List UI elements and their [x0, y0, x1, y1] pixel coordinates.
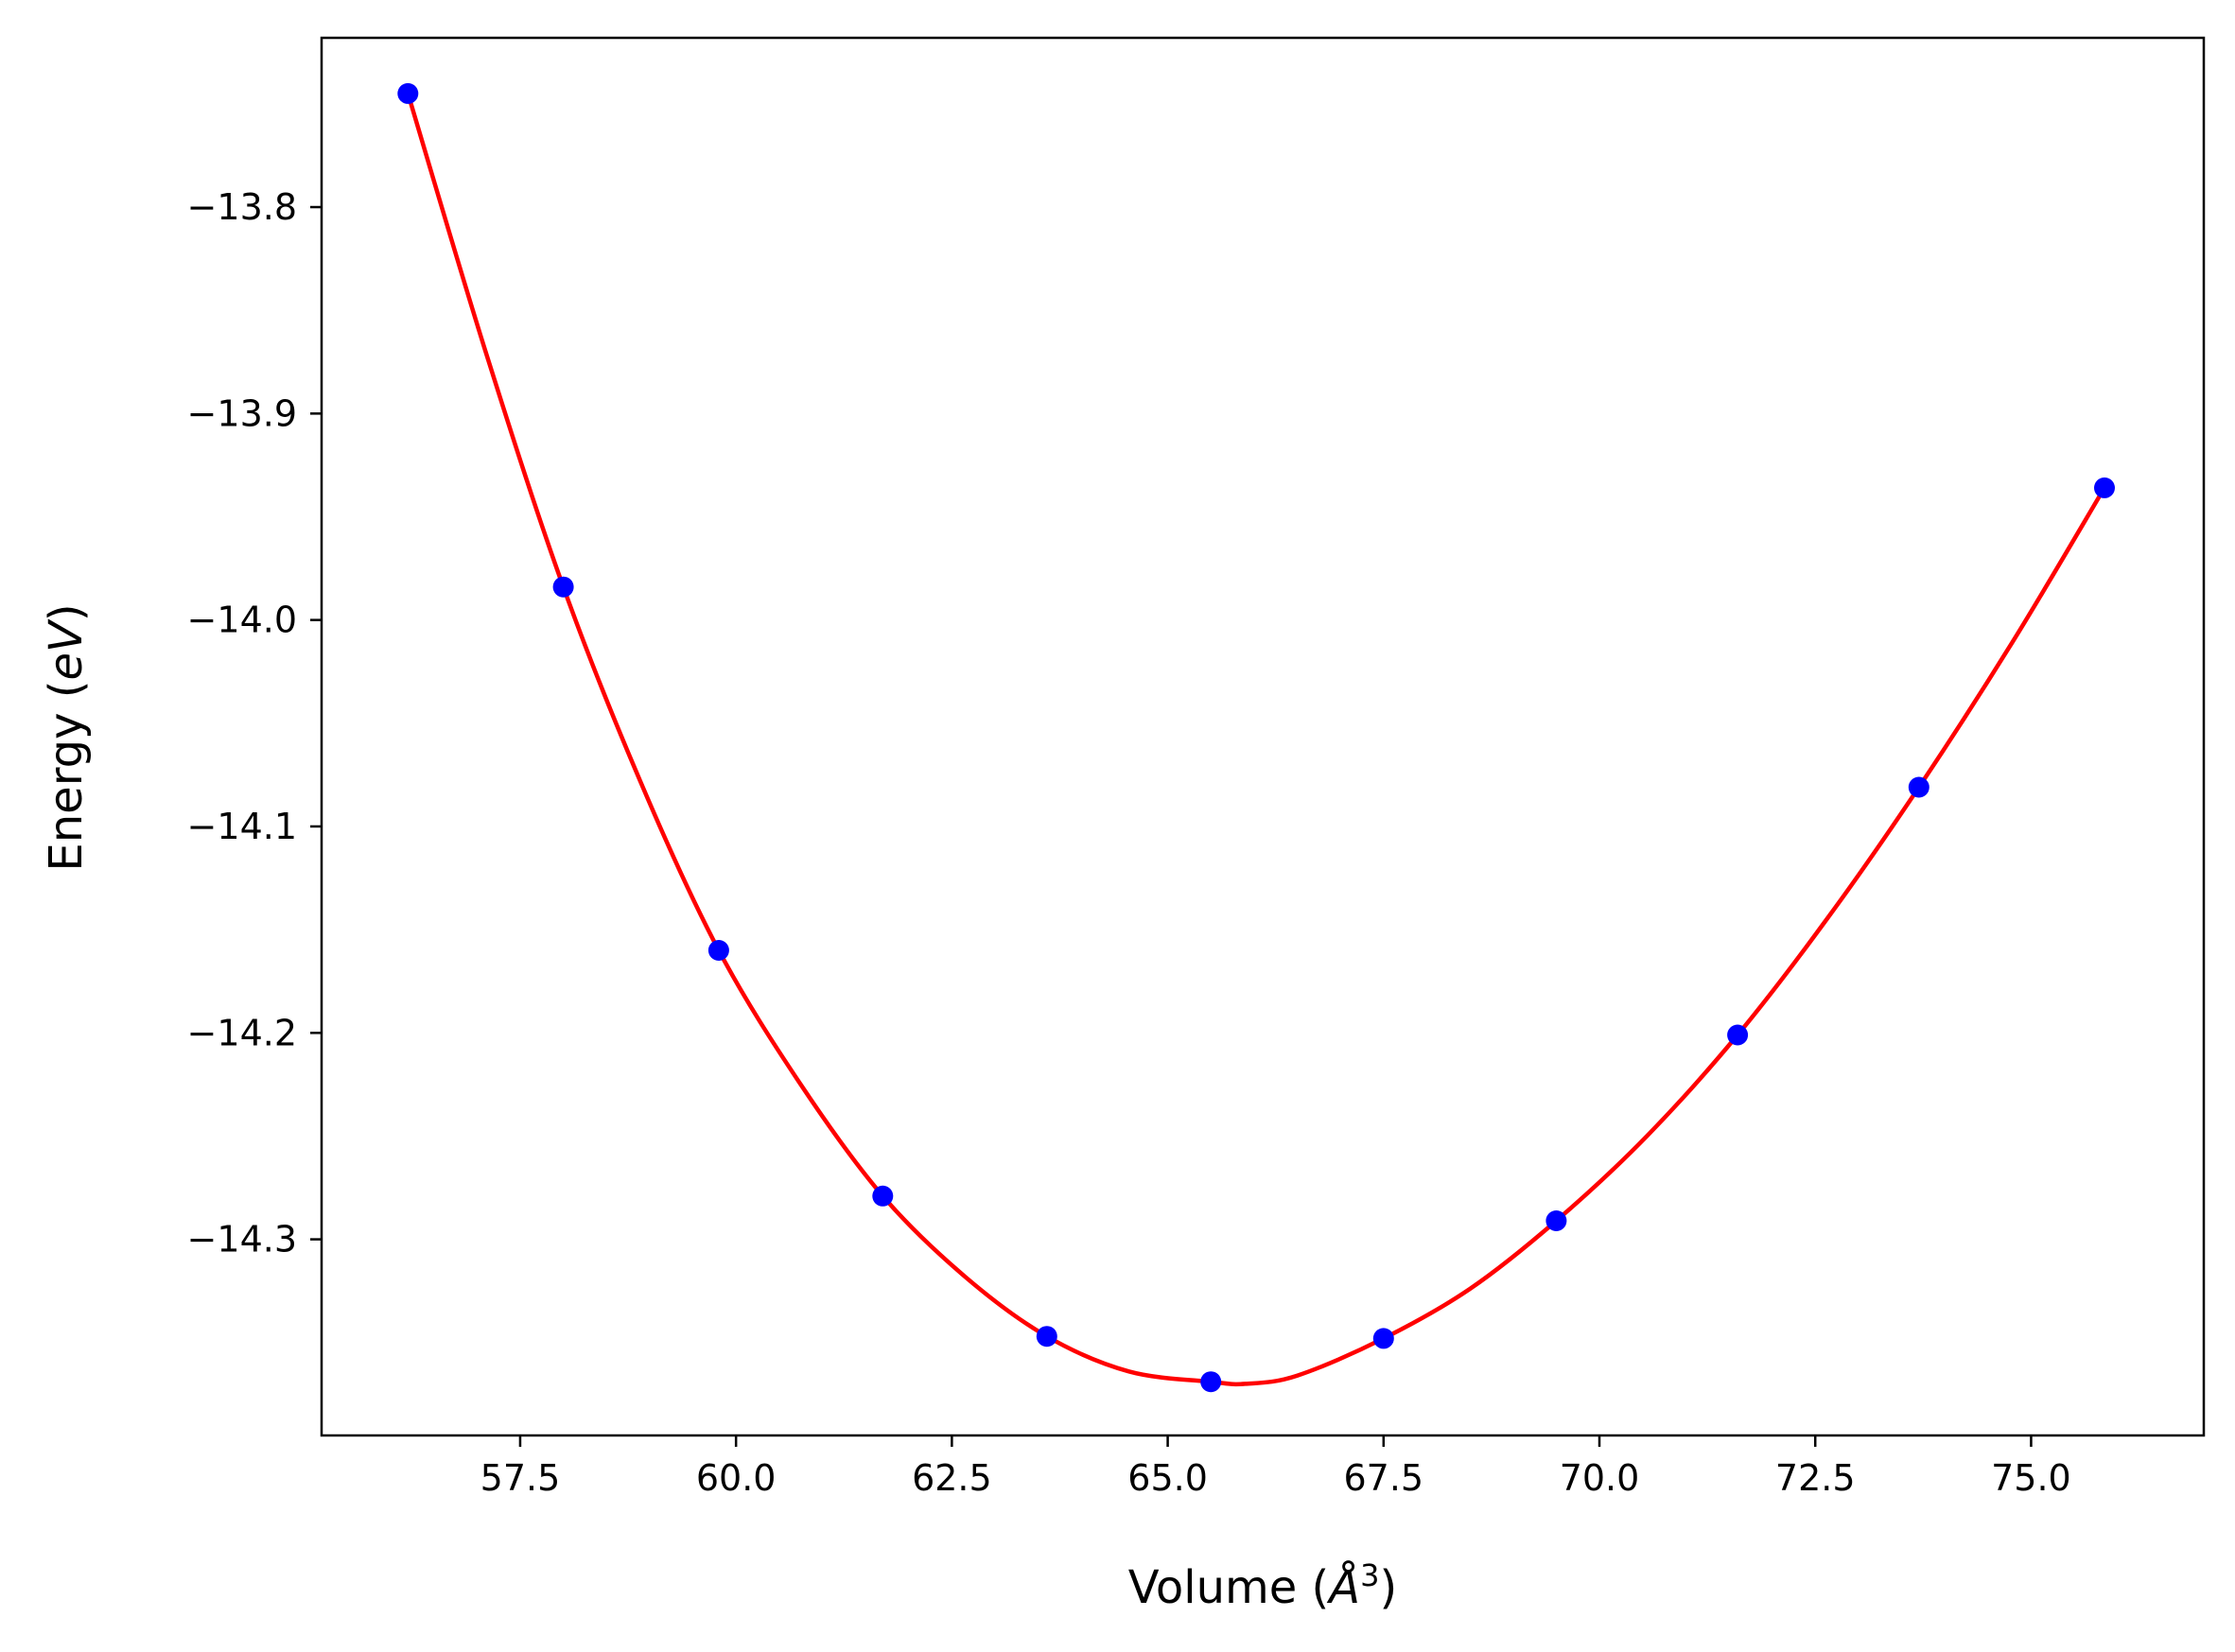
data-point — [1200, 1371, 1222, 1393]
data-point — [2094, 477, 2115, 498]
y-tick-label: −13.8 — [187, 186, 297, 228]
x-tick-label: 60.0 — [696, 1457, 777, 1499]
x-tick-label: 62.5 — [912, 1457, 992, 1499]
data-point — [1908, 776, 1929, 798]
y-axis-label-close: ) — [40, 603, 93, 621]
y-tick-label: −14.2 — [187, 1012, 297, 1053]
data-point — [1372, 1328, 1394, 1349]
y-axis-ticks: −13.8 −13.9 −14.0 −14.1 −14.2 −14.3 — [187, 186, 322, 1261]
x-tick-label: 72.5 — [1775, 1457, 1856, 1499]
y-tick-label: −14.0 — [187, 600, 297, 641]
x-tick-label: 65.0 — [1127, 1457, 1208, 1499]
y-tick-label: −13.9 — [187, 392, 297, 434]
plot-area — [397, 82, 2115, 1393]
x-axis-label-close: ) — [1379, 1561, 1397, 1614]
x-axis-label-unit: Å — [1326, 1560, 1360, 1614]
x-axis-label-text: Volume ( — [1128, 1561, 1330, 1614]
y-axis-label-unit: eV — [40, 618, 93, 681]
x-tick-label: 75.0 — [1991, 1457, 2071, 1499]
data-point — [1727, 1024, 1749, 1046]
data-point — [397, 82, 419, 104]
data-point — [872, 1185, 894, 1207]
data-point — [552, 576, 574, 598]
y-axis-label: Energy (eV) — [40, 603, 93, 871]
y-tick-label: −14.1 — [187, 806, 297, 847]
data-point — [1036, 1326, 1057, 1348]
x-axis-ticks: 57.5 60.0 62.5 65.0 67.5 70.0 72.5 75.0 — [480, 1435, 2071, 1499]
data-point — [1545, 1210, 1567, 1231]
axes-frame — [320, 36, 2206, 1437]
x-axis-label-exponent: 3 — [1360, 1557, 1379, 1593]
x-tick-label: 67.5 — [1343, 1457, 1423, 1499]
data-point — [707, 940, 729, 961]
x-tick-label: 70.0 — [1560, 1457, 1640, 1499]
y-axis-label-text: Energy ( — [40, 681, 93, 872]
x-tick-label: 57.5 — [480, 1457, 561, 1499]
y-tick-label: −14.3 — [187, 1219, 297, 1261]
x-axis-label: Volume (Å3) — [1128, 1557, 1397, 1614]
